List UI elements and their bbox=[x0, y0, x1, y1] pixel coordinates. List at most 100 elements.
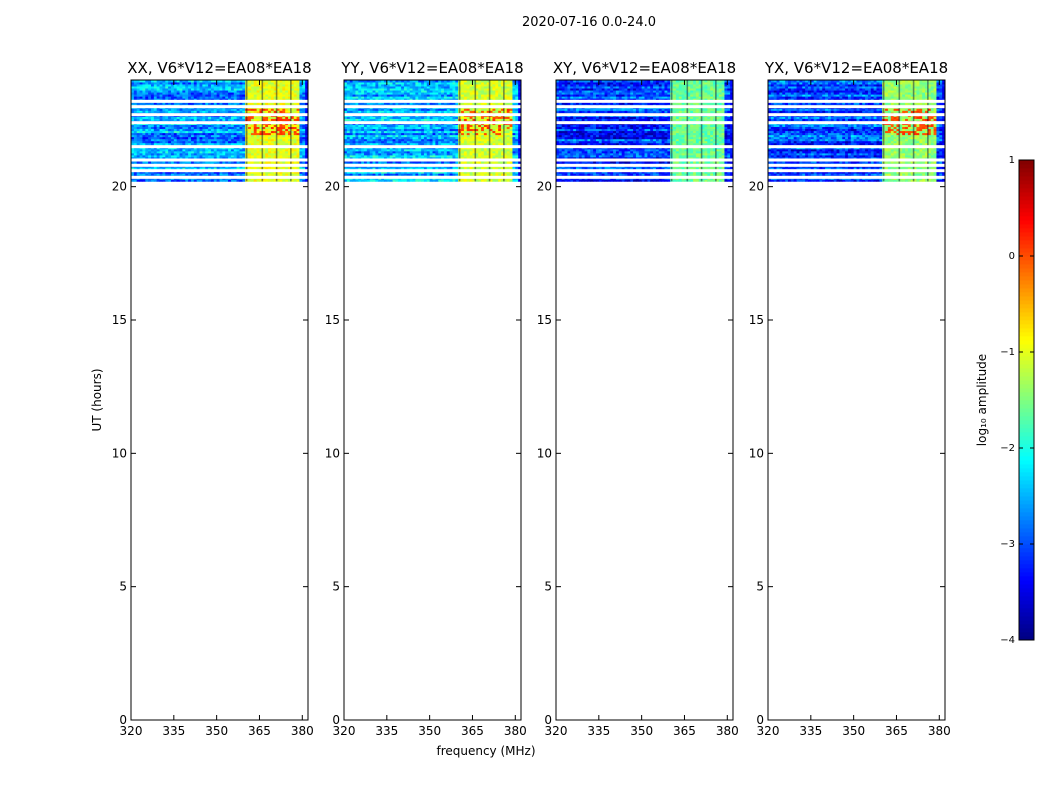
heatmap-cell bbox=[216, 130, 220, 134]
heatmap-cell bbox=[136, 138, 140, 142]
heatmap-cell bbox=[302, 132, 306, 136]
heatmap-cell bbox=[210, 82, 215, 85]
heatmap-cell bbox=[131, 86, 135, 89]
heatmap-cell bbox=[210, 124, 215, 128]
heatmap-cell bbox=[162, 96, 166, 99]
heatmap-cell bbox=[302, 134, 306, 138]
heatmap-cell bbox=[245, 90, 249, 93]
heatmap-cell bbox=[190, 108, 195, 111]
heatmap-cell bbox=[170, 108, 175, 111]
heatmap-cell bbox=[133, 130, 138, 134]
heatmap-cell bbox=[179, 96, 183, 99]
heatmap-cell bbox=[219, 179, 223, 182]
heatmap-cell bbox=[302, 124, 306, 128]
heatmap-cell bbox=[423, 161, 428, 164]
heatmap-cell bbox=[205, 110, 209, 113]
heatmap-cell bbox=[170, 118, 175, 121]
heatmap-cell bbox=[150, 110, 155, 113]
heatmap-cell bbox=[282, 134, 286, 138]
heatmap-cell bbox=[179, 88, 183, 91]
heatmap-cell bbox=[452, 161, 456, 164]
heatmap-cell bbox=[270, 161, 275, 164]
heatmap-cell bbox=[270, 116, 275, 119]
heatmap-cell bbox=[305, 88, 309, 91]
heatmap-cell bbox=[259, 110, 263, 113]
heatmap-cell bbox=[193, 82, 198, 85]
heatmap-cell bbox=[188, 126, 192, 130]
heatmap-cell bbox=[222, 90, 226, 93]
heatmap-cell bbox=[293, 86, 297, 89]
heatmap-cell bbox=[441, 179, 445, 182]
heatmap-cell bbox=[250, 84, 255, 87]
heatmap-cell bbox=[230, 161, 235, 164]
heatmap-cell bbox=[133, 88, 138, 91]
heatmap-cell bbox=[193, 92, 198, 95]
heatmap-cell bbox=[153, 140, 158, 144]
heatmap-cell bbox=[253, 86, 258, 89]
heatmap-cell bbox=[222, 116, 226, 119]
heatmap-cell bbox=[142, 118, 146, 121]
heatmap-cell bbox=[279, 84, 283, 87]
heatmap-cell bbox=[222, 142, 226, 146]
heatmap-cell bbox=[296, 82, 300, 85]
heatmap-cell bbox=[142, 157, 146, 160]
heatmap-cell bbox=[188, 82, 192, 85]
heatmap-cell bbox=[296, 161, 300, 164]
heatmap-cell bbox=[248, 136, 252, 140]
heatmap-cell bbox=[250, 98, 255, 101]
heatmap-cell bbox=[145, 148, 149, 152]
heatmap-cell bbox=[228, 94, 232, 97]
heatmap-cell bbox=[256, 142, 260, 146]
heatmap-cell bbox=[248, 82, 252, 85]
heatmap-cell bbox=[302, 130, 306, 134]
heatmap-cell bbox=[293, 134, 297, 138]
heatmap-cell bbox=[363, 171, 368, 174]
heatmap-cell bbox=[259, 80, 263, 83]
heatmap-cell bbox=[165, 98, 169, 101]
heatmap-cell bbox=[512, 171, 516, 174]
heatmap-cell bbox=[253, 152, 258, 156]
heatmap-cell bbox=[145, 98, 149, 101]
heatmap-cell bbox=[253, 136, 258, 140]
heatmap-cell bbox=[142, 84, 146, 87]
heatmap-cell bbox=[133, 138, 138, 142]
heatmap-cell bbox=[222, 96, 226, 99]
heatmap-cell bbox=[230, 140, 235, 144]
heatmap-cell bbox=[210, 161, 215, 164]
heatmap-cell bbox=[469, 173, 473, 176]
heatmap-cell bbox=[156, 134, 160, 138]
heatmap-cell bbox=[259, 96, 263, 99]
heatmap-cell bbox=[150, 152, 155, 156]
heatmap-cell bbox=[406, 161, 411, 164]
heatmap-cell bbox=[259, 90, 263, 93]
heatmap-cell bbox=[159, 82, 163, 85]
heatmap-cell bbox=[213, 126, 218, 130]
heatmap-cell bbox=[305, 148, 309, 152]
heatmap-cell bbox=[293, 138, 297, 142]
heatmap-cell bbox=[236, 110, 240, 113]
heatmap-cell bbox=[168, 96, 172, 99]
heatmap-cell bbox=[216, 102, 220, 105]
heatmap-cell bbox=[265, 92, 269, 95]
heatmap-cell bbox=[276, 130, 280, 134]
heatmap-cell bbox=[299, 124, 303, 128]
heatmap-cell bbox=[139, 161, 143, 164]
heatmap-cell bbox=[432, 167, 436, 170]
heatmap-cell bbox=[176, 171, 180, 174]
heatmap-cell bbox=[253, 98, 258, 101]
heatmap-cell bbox=[230, 167, 235, 170]
heatmap-cell bbox=[268, 126, 272, 130]
heatmap-cell bbox=[179, 116, 183, 119]
heatmap-cell bbox=[142, 173, 146, 176]
heatmap-cell bbox=[398, 179, 402, 182]
heatmap-cell bbox=[142, 110, 146, 113]
heatmap-cell bbox=[148, 86, 152, 89]
heatmap-cell bbox=[250, 173, 255, 176]
heatmap-cell bbox=[131, 148, 135, 152]
heatmap-cell bbox=[282, 92, 286, 95]
heatmap-cell bbox=[285, 171, 289, 174]
heatmap-cell bbox=[233, 94, 238, 97]
heatmap-cell bbox=[259, 140, 263, 144]
heatmap-cell bbox=[216, 126, 220, 130]
heatmap-cell bbox=[245, 157, 249, 160]
